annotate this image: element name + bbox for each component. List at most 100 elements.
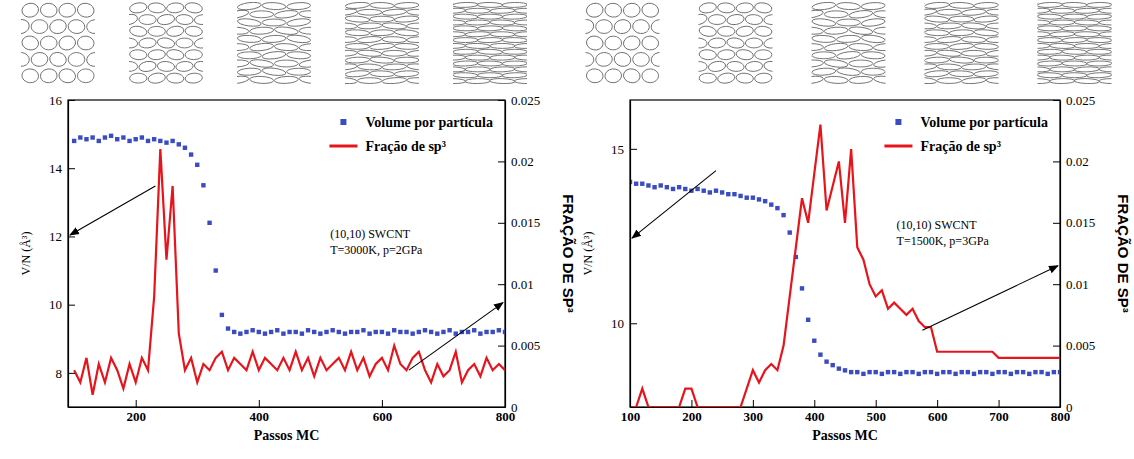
data-point [312, 330, 316, 334]
annotation: (10,10) SWCNTT=1500K, p=3GPa [897, 218, 990, 248]
annotation-text: T=1500K, p=3GPa [897, 234, 990, 248]
data-point [78, 135, 82, 139]
legend: Volume por partículaFração de sp³ [329, 115, 493, 154]
data-point [404, 330, 408, 334]
y-axis: 810121416 [49, 93, 75, 408]
nanotube-outline [824, 76, 848, 84]
y2-axis: 00.0050.010.0150.020.025 [498, 93, 540, 415]
nanotube-outline [586, 52, 595, 67]
nanotube-outline [1038, 8, 1051, 14]
nanotube-outline [925, 23, 937, 30]
data-point [140, 135, 144, 139]
tick-label: 300 [744, 409, 764, 424]
data-point [757, 197, 761, 201]
data-point [226, 326, 230, 330]
nanotube-outline [849, 43, 873, 51]
nanotube-outline [345, 8, 358, 17]
nanotube-outline [237, 75, 249, 84]
plot-marks [72, 134, 505, 395]
nanotube-outline [1086, 14, 1111, 20]
nanotube-outline [502, 25, 527, 31]
data-point [843, 368, 847, 372]
tick: 0 [1053, 400, 1073, 415]
tick: 0.025 [1053, 93, 1095, 108]
data-point [646, 183, 650, 187]
nanotube-outline [861, 84, 885, 85]
nanotube-outline [262, 2, 286, 10]
nanotube-outline [622, 35, 641, 52]
nanotube-outline [1062, 73, 1088, 78]
nanotube-outline [185, 50, 202, 60]
tick-mark [1053, 161, 1060, 162]
data-point [250, 328, 254, 332]
x-axis-title: Passos MC [812, 428, 878, 443]
tick: 300 [744, 400, 764, 424]
nanotube-outline [717, 2, 735, 13]
nanotube-outline [961, 77, 986, 84]
data-point [923, 370, 927, 374]
data-point [874, 370, 878, 374]
tick: 400 [250, 400, 270, 424]
structure-snapshot [699, 2, 773, 84]
nanotube-outline [407, 36, 419, 43]
nanotube-outline [357, 9, 382, 15]
data-point [910, 370, 914, 374]
data-point [1015, 370, 1019, 374]
nanotube-outline [407, 77, 419, 84]
data-point [478, 331, 482, 335]
data-point [398, 330, 402, 334]
nanotube-outline [1049, 8, 1075, 13]
legend-label: Volume por partícula [365, 115, 493, 130]
nanotube-outline [745, 14, 763, 25]
data-line [630, 125, 1060, 407]
nanotube-outline [949, 43, 974, 51]
data-point [947, 370, 951, 374]
nanotube-outline [812, 18, 837, 28]
nanotube-outline [772, 72, 773, 84]
nanotube-outline [754, 73, 772, 84]
nanotube-outline [502, 72, 527, 78]
nanotube-outline [138, 37, 156, 48]
nanotube-outline [77, 69, 94, 83]
tick: 0.005 [1053, 338, 1095, 353]
nanotube-outline [527, 14, 528, 19]
nanotube-outline [526, 61, 527, 67]
nanotube-outline [453, 78, 466, 83]
nanotube-outline [1062, 49, 1088, 55]
nanotube-outline [465, 43, 491, 49]
nanotube-outline [237, 27, 249, 35]
nanotube-outline [1099, 8, 1112, 13]
data-point [708, 190, 712, 194]
data-point [966, 370, 970, 374]
data-point [781, 213, 785, 217]
data-point [318, 331, 322, 335]
nanotube-outline [48, 51, 67, 68]
nanotube-outline [287, 68, 311, 75]
nanotube-outline [1038, 2, 1039, 8]
tick-label: 200 [682, 409, 702, 424]
nanotube-outline [1049, 31, 1075, 37]
nanotube-outline [394, 2, 419, 9]
nanotube-outline [502, 14, 527, 20]
tick-mark [630, 149, 637, 150]
nanotube-outline [837, 19, 861, 26]
nanotube-outline [812, 52, 836, 59]
nanotube-outline [699, 2, 718, 14]
data-point [1046, 372, 1050, 376]
data-point [158, 139, 162, 143]
nanotube-outline [453, 66, 466, 72]
nanotube-outline [514, 32, 527, 37]
nanotube-outline [502, 49, 527, 54]
nanotube-outline [453, 55, 466, 61]
data-point [720, 190, 724, 194]
nanotube-outline [382, 22, 407, 30]
tick-label: 0.02 [511, 154, 534, 169]
structure-snapshots [1, 0, 564, 101]
data-point [201, 183, 205, 187]
tick-mark [1053, 223, 1060, 224]
nanotube-outline [203, 72, 204, 84]
nanotube-outline [299, 27, 311, 34]
nanotube-outline [382, 8, 407, 16]
nanotube-outline [68, 53, 85, 67]
axis-line [1060, 101, 1061, 408]
